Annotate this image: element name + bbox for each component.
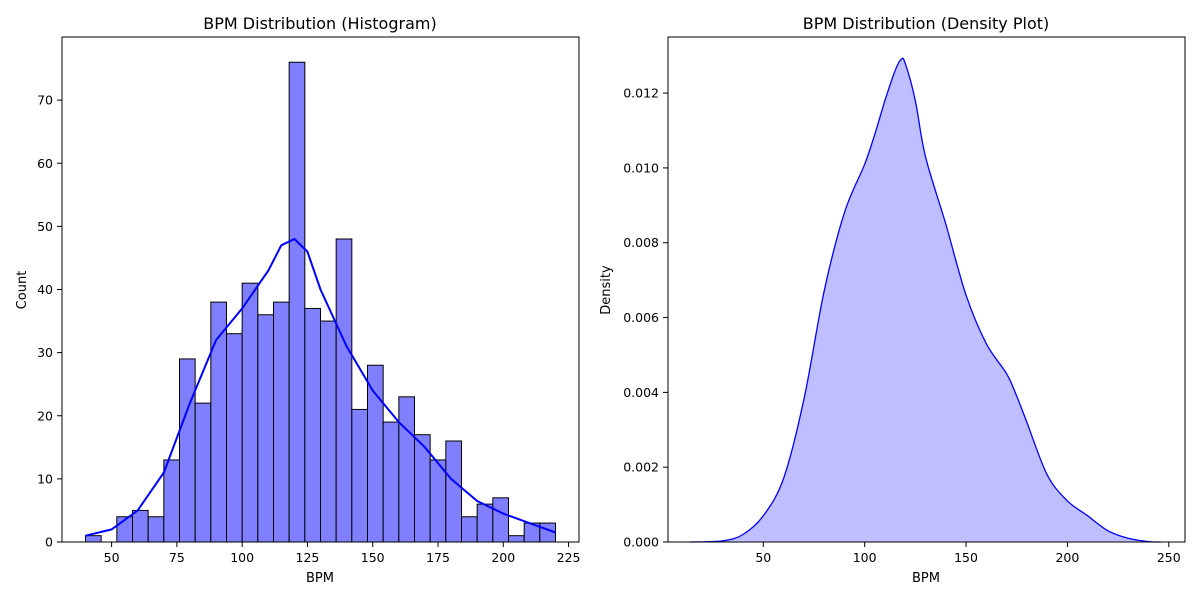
- density-plot-frame: [667, 36, 1186, 543]
- histogram-bar: [445, 440, 463, 543]
- histogram-bars: [85, 61, 556, 543]
- y-tick-label: 0.000: [623, 535, 659, 550]
- x-tick-label: 150: [361, 550, 385, 565]
- density-title: BPM Distribution (Density Plot): [803, 14, 1050, 33]
- density-panel: BPM Distribution (Density Plot) 50 100 150…: [599, 14, 1186, 586]
- x-tick-label: 100: [853, 550, 877, 565]
- density-x-label: BPM: [912, 571, 940, 586]
- histogram-bar: [288, 61, 306, 543]
- histogram-panel: BPM Distribution (Histogram) 50 75 100 125 1…: [15, 14, 580, 586]
- x-tick-label: 50: [104, 550, 120, 565]
- histogram-y-label: Count: [15, 271, 30, 310]
- y-tick-label: 0.012: [623, 86, 659, 101]
- y-tick-label: 0.004: [623, 385, 659, 400]
- histogram-bar: [429, 459, 447, 543]
- histogram-bar: [335, 238, 353, 543]
- histogram-bar: [257, 314, 275, 543]
- histogram-bar: [398, 396, 416, 543]
- x-tick-label: 100: [230, 550, 254, 565]
- y-tick-label: 20: [37, 408, 53, 423]
- x-tick-label: 250: [1157, 550, 1181, 565]
- histogram-bar: [226, 333, 243, 543]
- y-tick-label: 30: [37, 345, 53, 360]
- histogram-bar: [367, 364, 384, 543]
- density-line: [690, 57, 1161, 543]
- histogram-bar: [194, 402, 212, 543]
- histogram-bar: [241, 282, 259, 543]
- histogram-kde-line: [85, 237, 556, 537]
- y-tick-label: 0.006: [623, 310, 659, 325]
- histogram-bar: [273, 301, 290, 543]
- histogram-bar: [304, 307, 322, 543]
- y-tick-label: 0.002: [623, 460, 659, 475]
- histogram-bar: [179, 358, 196, 543]
- y-tick-label: 0.010: [623, 160, 659, 175]
- histogram-x-label: BPM: [306, 571, 334, 586]
- y-tick-label: 70: [37, 93, 53, 108]
- histogram-x-ticks: 50 75 100 125 150 175 200 225: [104, 542, 581, 565]
- y-tick-label: 50: [37, 219, 53, 234]
- y-tick-label: 0: [45, 535, 53, 550]
- y-tick-label: 0.008: [623, 235, 659, 250]
- x-tick-label: 125: [296, 550, 320, 565]
- histogram-bar: [132, 509, 149, 543]
- x-tick-label: 75: [169, 550, 185, 565]
- y-tick-label: 10: [37, 471, 53, 486]
- x-tick-label: 175: [426, 550, 450, 565]
- histogram-bar: [492, 497, 510, 543]
- histogram-bar: [85, 535, 102, 543]
- histogram-bar: [320, 320, 337, 543]
- density-area: [690, 58, 1161, 543]
- density-x-ticks: 50 100 150 200 250: [755, 542, 1181, 565]
- histogram-bar: [163, 459, 180, 543]
- density-y-label: Density: [599, 265, 614, 315]
- histogram-title: BPM Distribution (Histogram): [203, 14, 436, 33]
- histogram-bar: [147, 516, 165, 543]
- x-tick-label: 150: [954, 550, 978, 565]
- x-tick-label: 200: [491, 550, 515, 565]
- density-y-ticks: 0.000 0.002 0.004 0.006 0.008 0.010 0.012: [623, 86, 668, 550]
- y-tick-label: 60: [37, 156, 53, 171]
- histogram-bar: [382, 421, 400, 543]
- x-tick-label: 225: [557, 550, 581, 565]
- histogram-bar: [508, 535, 525, 543]
- histogram-bar: [351, 408, 369, 543]
- histogram-y-ticks: 0 10 20 30 40 50 60 70: [37, 93, 62, 550]
- x-tick-label: 200: [1055, 550, 1079, 565]
- histogram-bar: [476, 503, 494, 543]
- histogram-bar: [461, 516, 478, 543]
- x-tick-label: 50: [755, 550, 771, 565]
- y-tick-label: 40: [37, 282, 53, 297]
